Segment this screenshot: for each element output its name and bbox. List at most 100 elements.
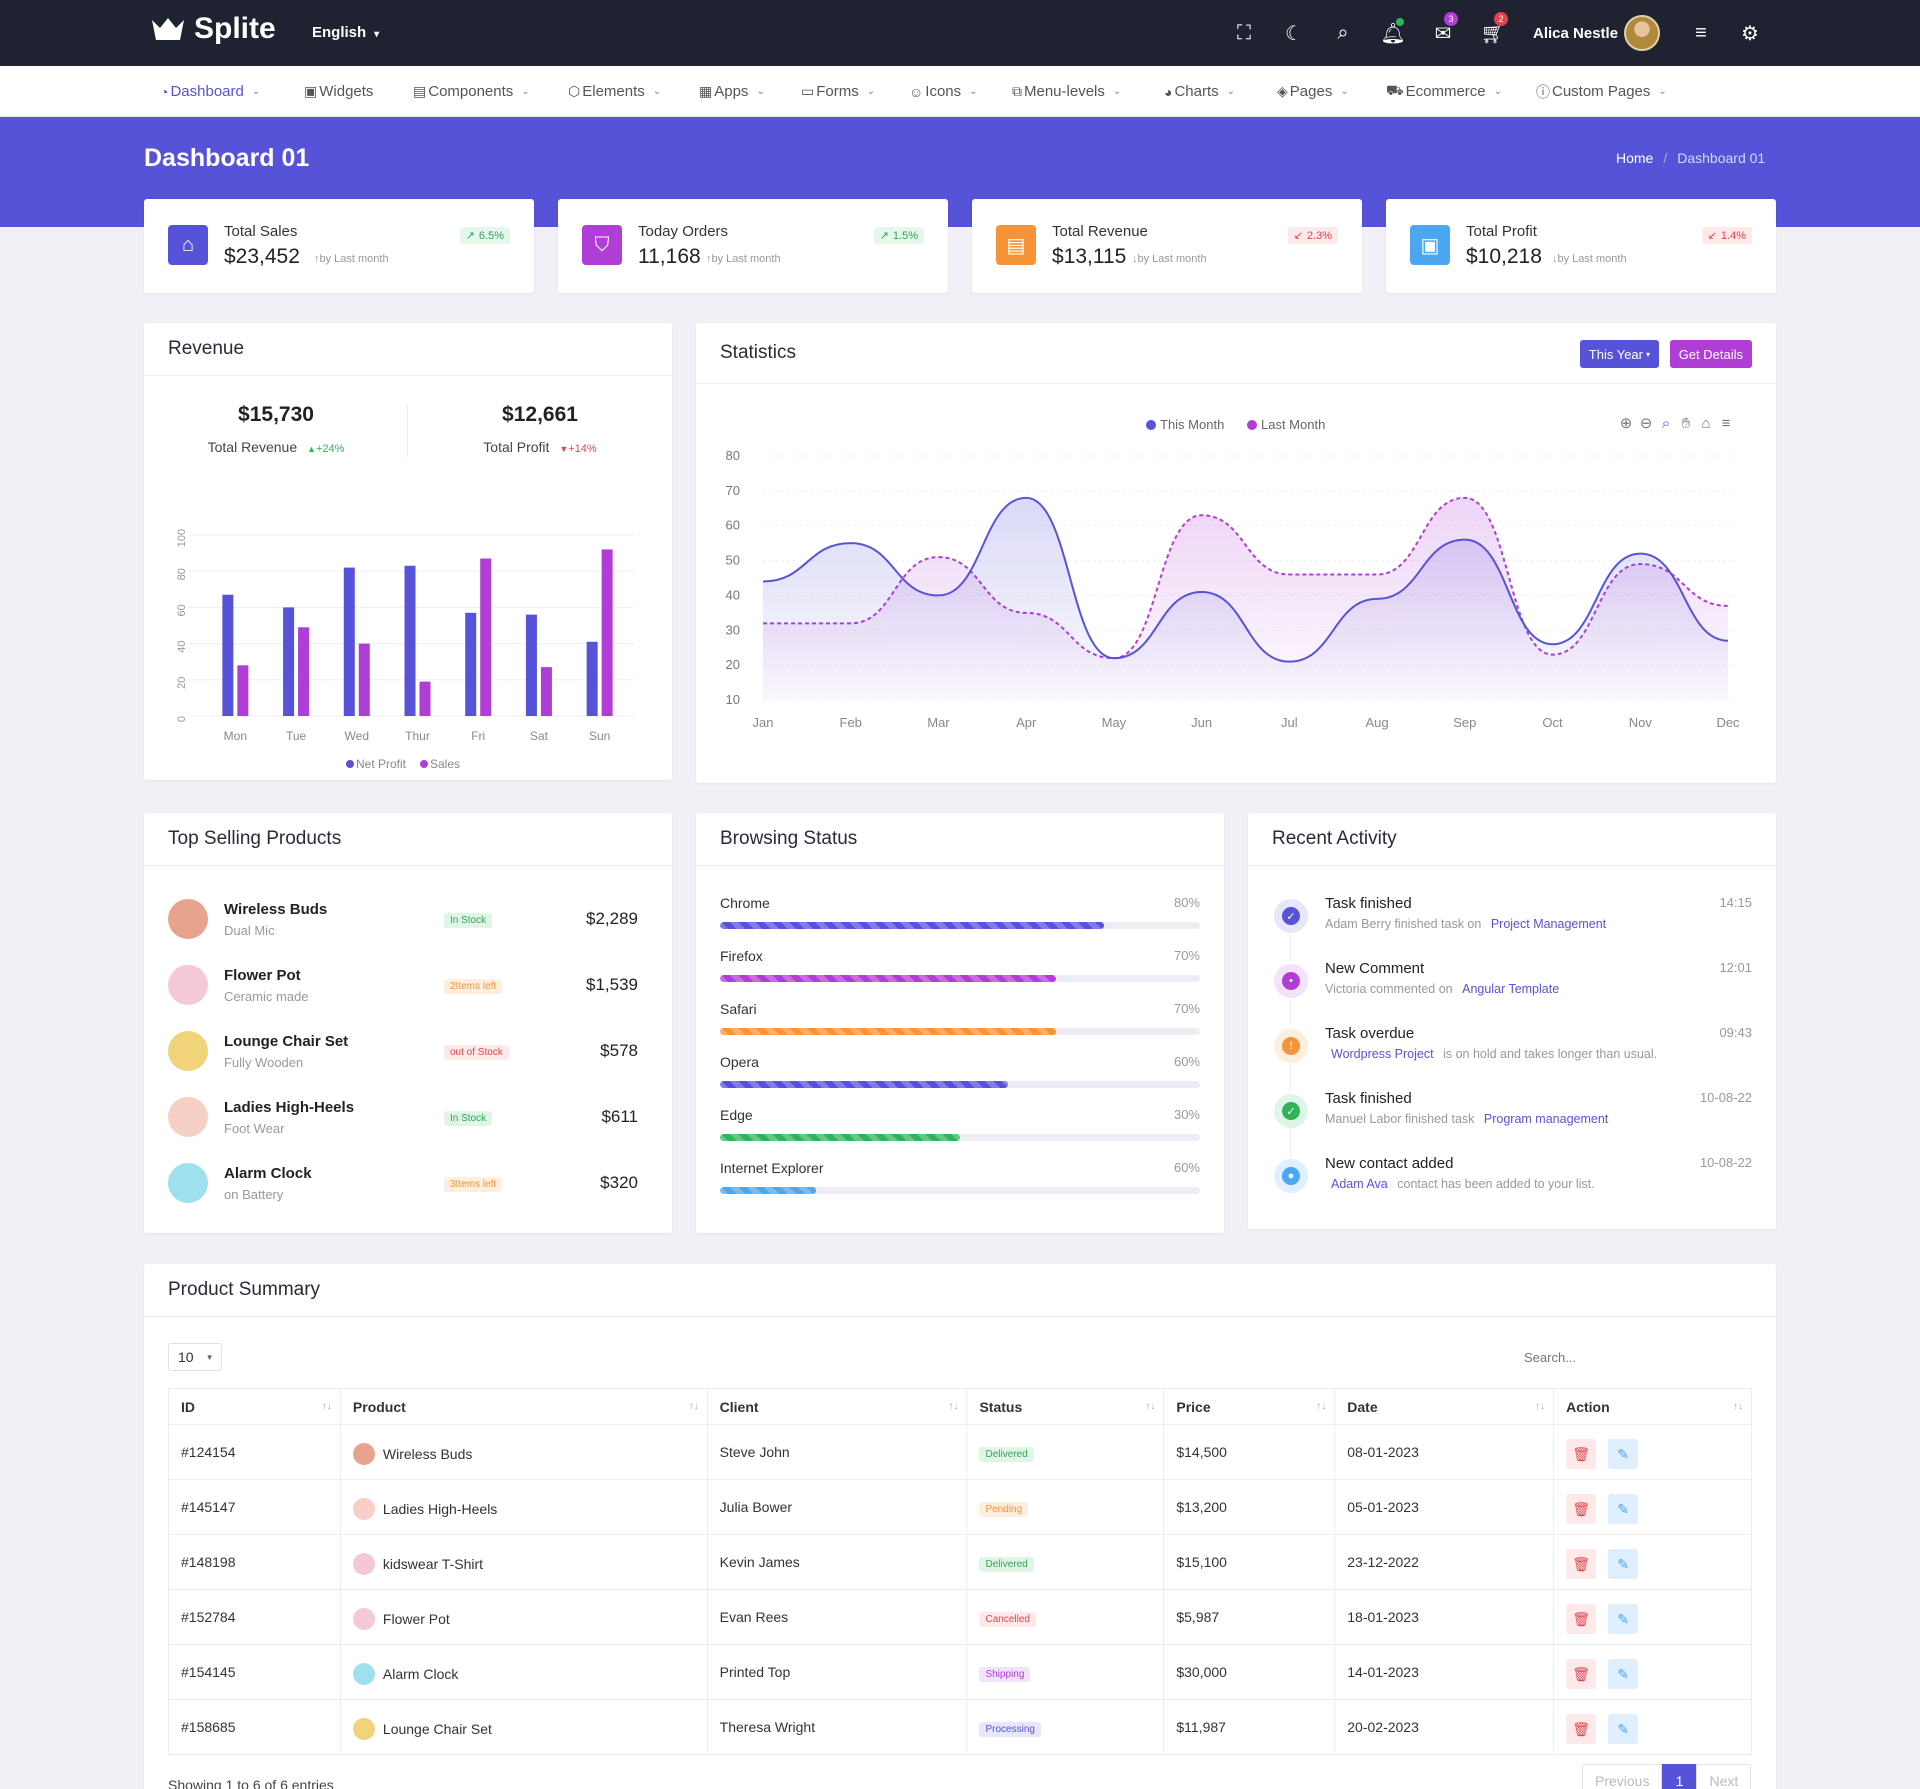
legend-label[interactable]: This Month <box>1160 417 1224 432</box>
bar-sales[interactable] <box>298 627 310 716</box>
menu-lines-icon[interactable]: ≡ <box>1695 21 1707 44</box>
activity-link[interactable]: Program management <box>1483 1112 1609 1126</box>
browser-name: Safari <box>720 1001 757 1017</box>
bar-net-profit[interactable] <box>586 641 598 716</box>
mail-icon[interactable]: ✉ <box>1434 22 1452 45</box>
nav-components[interactable]: ▤ Components ⌄ <box>413 66 530 117</box>
nav-dashboard[interactable]: ◔ Dashboard ⌄ <box>160 66 260 117</box>
nav-apps[interactable]: ▦ Apps ⌄ <box>699 66 765 117</box>
column-header-action[interactable]: Action ↑↓ <box>1553 1388 1752 1425</box>
nav-custom-pages[interactable]: ⓘ Custom Pages ⌄ <box>1536 66 1667 117</box>
nav-widgets[interactable]: ▣ Widgets <box>304 66 373 117</box>
logo[interactable]: Splite <box>150 12 276 46</box>
column-header-price[interactable]: Price ↑↓ <box>1163 1388 1336 1425</box>
nav-icons[interactable]: ☺ Icons ⌄ <box>909 66 978 117</box>
search-icon[interactable]: ⌕ <box>1337 21 1349 44</box>
next-button[interactable]: Next <box>1696 1764 1752 1789</box>
activity-link[interactable]: Project Management <box>1490 917 1607 931</box>
moon-icon[interactable]: ☾ <box>1285 22 1303 45</box>
column-header-id[interactable]: ID ↑↓ <box>168 1388 341 1425</box>
legend-label[interactable]: Net Profit <box>356 757 407 771</box>
column-header-status[interactable]: Status ↑↓ <box>966 1388 1165 1425</box>
bar-sales[interactable] <box>358 643 370 716</box>
bar-sales[interactable] <box>419 681 431 716</box>
sort-arrows-icon: ↑↓ <box>321 1401 332 1412</box>
table-row[interactable]: #152784 Flower Pot Evan Rees Cancelled $5,98… <box>168 1589 1752 1645</box>
this-year-button[interactable]: This Year ▾ <box>1579 340 1659 368</box>
nav-elements[interactable]: ⬡ Elements ⌄ <box>568 66 661 117</box>
home-icon[interactable]: ⌂ <box>1701 415 1710 432</box>
language-select[interactable]: English ▾ <box>312 24 379 41</box>
table-row[interactable]: #154145 Alarm Clock Printed Top Shipping $30… <box>168 1644 1752 1700</box>
page-size-select[interactable]: 10 ▼ <box>168 1343 222 1371</box>
bar-net-profit[interactable] <box>525 614 537 716</box>
activity-link[interactable]: Angular Template <box>1462 982 1560 996</box>
edit-button[interactable]: ✎ <box>1608 1549 1639 1579</box>
list-item[interactable]: Flower Pot Ceramic made 2Items left $1,539 <box>144 965 672 1021</box>
magnify-icon[interactable]: ⌕ <box>1662 415 1670 432</box>
list-item[interactable]: Ladies High-Heels Foot Wear In Stock $611 <box>144 1097 672 1153</box>
delete-button[interactable]: 🗑︎ <box>1566 1714 1597 1744</box>
edit-button[interactable]: ✎ <box>1608 1604 1639 1634</box>
breadcrumb-home[interactable]: Home <box>1616 150 1654 166</box>
bar-net-profit[interactable] <box>222 594 234 716</box>
bar-net-profit[interactable] <box>465 612 477 716</box>
table-row[interactable]: #124154 Wireless Buds Steve John Delivered $… <box>168 1424 1752 1480</box>
table-row[interactable]: #145147 Ladies High-Heels Julia Bower Pendi… <box>168 1479 1752 1535</box>
search-input[interactable] <box>1524 1342 1752 1372</box>
activity-title: Task finished <box>1325 1090 1412 1107</box>
bar-sales[interactable] <box>540 667 552 716</box>
fullscreen-icon[interactable]: ⛶ <box>1237 21 1251 44</box>
bar-sales[interactable] <box>480 558 492 716</box>
cell-action: 🗑︎ ✎ <box>1553 1534 1752 1590</box>
legend-label[interactable]: Last Month <box>1261 417 1325 432</box>
gear-icon[interactable]: ⚙ <box>1741 22 1759 45</box>
delete-button[interactable]: 🗑︎ <box>1566 1604 1597 1634</box>
edit-button[interactable]: ✎ <box>1608 1439 1639 1469</box>
delete-button[interactable]: 🗑︎ <box>1566 1549 1597 1579</box>
avatar[interactable] <box>1624 15 1660 51</box>
product-summary-card: Product Summary 10 ▼ ID ↑↓ Product ↑↓ Client ↑… <box>144 1264 1776 1789</box>
delete-button[interactable]: 🗑︎ <box>1566 1659 1597 1689</box>
table-row[interactable]: #148198 kidswear T-Shirt Kevin James Delive… <box>168 1534 1752 1590</box>
legend-label[interactable]: Sales <box>430 757 460 771</box>
edit-button[interactable]: ✎ <box>1608 1659 1639 1689</box>
bar-net-profit[interactable] <box>343 567 355 716</box>
list-item[interactable]: Wireless Buds Dual Mic In Stock $2,289 <box>144 899 672 955</box>
edit-button[interactable]: ✎ <box>1608 1494 1639 1524</box>
column-header-product[interactable]: Product ↑↓ <box>339 1388 708 1425</box>
bar-sales[interactable] <box>601 549 613 716</box>
nav-forms[interactable]: ▭ Forms ⌄ <box>801 66 875 117</box>
user-name[interactable]: Alica Nestle <box>1533 25 1619 42</box>
delete-button[interactable]: 🗑︎ <box>1566 1439 1597 1469</box>
activity-link[interactable]: Adam Ava <box>1331 1177 1388 1191</box>
nav-pages[interactable]: ◈ Pages ⌄ <box>1277 66 1349 117</box>
list-item[interactable]: Lounge Chair Set Fully Wooden out of Stock… <box>144 1031 672 1087</box>
cart-icon[interactable]: 🛒︎ <box>1480 22 1506 45</box>
edit-button[interactable]: ✎ <box>1608 1714 1639 1744</box>
line-this-month[interactable] <box>762 496 1729 663</box>
get-details-button[interactable]: Get Details <box>1669 340 1752 368</box>
delete-button[interactable]: 🗑︎ <box>1566 1494 1597 1524</box>
bell-icon[interactable]: 🔔︎ <box>1380 22 1406 45</box>
table-row[interactable]: #158685 Lounge Chair Set Theresa Wright Pro… <box>168 1699 1752 1755</box>
nav-menu-levels[interactable]: ⧉ Menu-levels ⌄ <box>1012 66 1121 117</box>
bar-net-profit[interactable] <box>404 565 416 716</box>
bar-sales[interactable] <box>237 665 249 716</box>
activity-link[interactable]: Wordpress Project <box>1331 1047 1434 1061</box>
pan-hand-icon[interactable]: ✋︎ <box>1682 415 1691 432</box>
nav-charts[interactable]: ◕ Charts ⌄ <box>1164 66 1235 117</box>
nav-ecommerce[interactable]: ⛟ Ecommerce ⌄ <box>1386 66 1502 117</box>
menu-icon[interactable]: ≡ <box>1722 415 1731 432</box>
column-header-date[interactable]: Date ↑↓ <box>1334 1388 1555 1425</box>
zoom-out-icon[interactable]: ⊖ <box>1640 415 1653 432</box>
chat-icon: • <box>1274 964 1308 998</box>
page-1-button[interactable]: 1 <box>1662 1764 1697 1789</box>
list-item[interactable]: Alarm Clock on Battery 3Items left $320 <box>144 1163 672 1219</box>
column-header-client[interactable]: Client ↑↓ <box>706 1388 968 1425</box>
check-icon: ✓ <box>1274 1094 1308 1128</box>
nav-label: Custom Pages <box>1552 83 1651 100</box>
previous-button[interactable]: Previous <box>1582 1764 1663 1789</box>
bar-net-profit[interactable] <box>283 607 295 716</box>
zoom-in-icon[interactable]: ⊕ <box>1620 415 1633 432</box>
